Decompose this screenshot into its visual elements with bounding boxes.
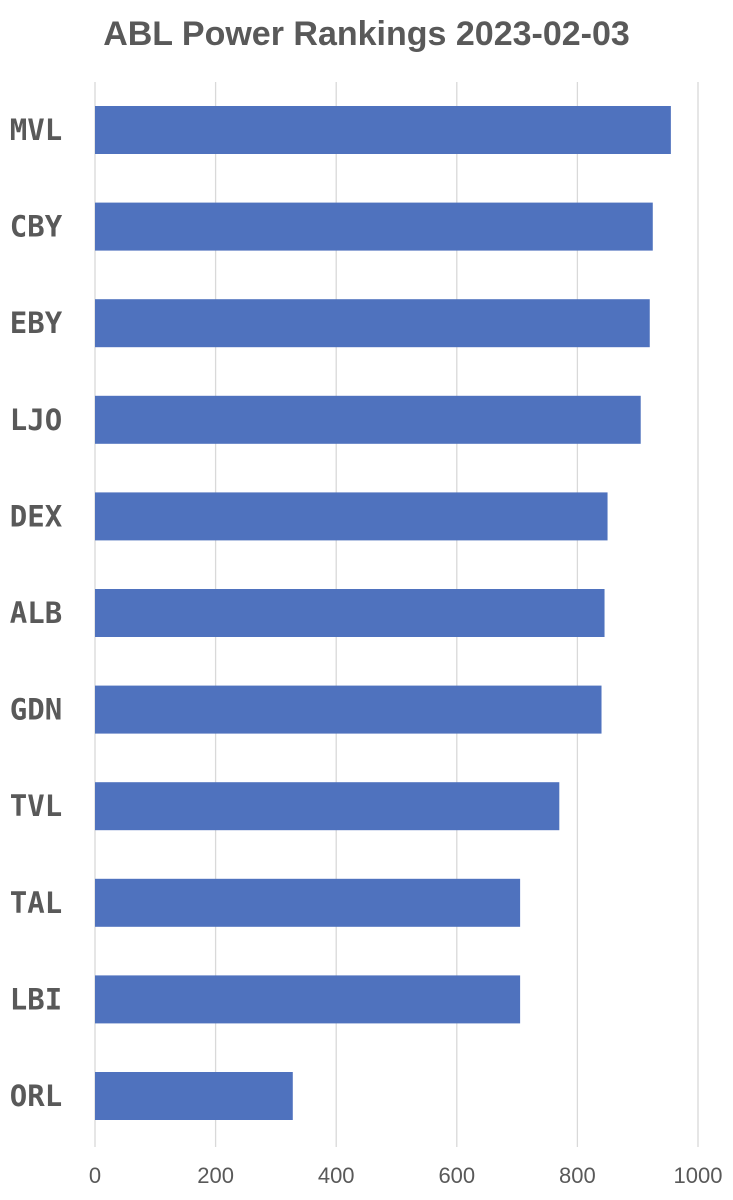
category-label: MVL [10, 113, 62, 147]
bar-ljo [95, 395, 641, 444]
bar-dex [95, 492, 608, 541]
bar-cby [95, 202, 653, 251]
bar-eby [95, 299, 650, 348]
x-tick-label: 200 [197, 1163, 234, 1188]
x-tick-label: 400 [318, 1163, 355, 1188]
bar-mvl [95, 106, 671, 154]
bar-alb [95, 589, 605, 637]
category-label: DEX [10, 499, 63, 533]
bar-tal [95, 878, 521, 927]
category-label: LBI [10, 982, 62, 1016]
chart-title: ABL Power Rankings 2023-02-03 [103, 15, 630, 53]
category-label: ORL [10, 1079, 62, 1113]
bar-orl [95, 1072, 293, 1120]
x-tick-labels: 0 200 400 600 800 1000 [89, 1163, 723, 1188]
category-labels: MVL CBY EBY LJO DEX ALB GDN TVL TAL LBI ORL [10, 113, 63, 1113]
x-tick-label: 800 [559, 1163, 596, 1188]
x-tick-label: 600 [438, 1163, 475, 1188]
category-label: ALB [10, 596, 62, 630]
bars [95, 106, 671, 1120]
bar-lbi [95, 975, 521, 1024]
x-tick-label: 1000 [674, 1163, 723, 1188]
category-label: TVL [10, 789, 62, 823]
x-tick-label: 0 [89, 1163, 101, 1188]
category-label: GDN [10, 693, 62, 727]
category-label: LJO [10, 403, 62, 437]
category-label: TAL [10, 886, 62, 920]
category-label: CBY [10, 210, 63, 244]
category-label: EBY [10, 306, 63, 340]
bar-gdn [95, 685, 602, 734]
bar-tvl [95, 782, 560, 831]
